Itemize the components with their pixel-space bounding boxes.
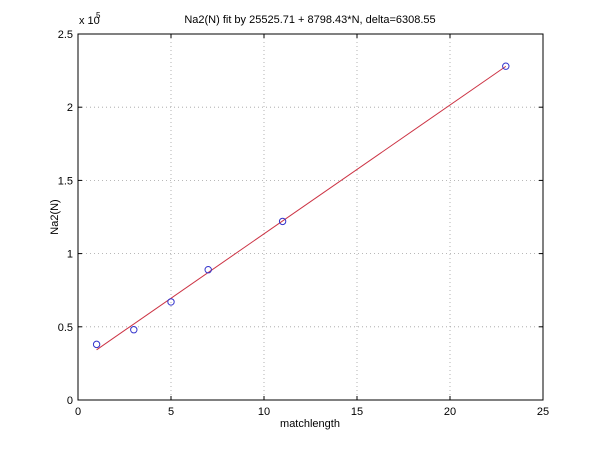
x-axis-label: matchlength (280, 418, 340, 430)
data-point (278, 217, 287, 226)
y-multiplier-exponent: 5 (96, 11, 101, 20)
chart-title: Na2(N) fit by 25525.71 + 8798.43*N, delt… (184, 14, 435, 26)
y-multiplier-base: x 10 (79, 15, 100, 27)
fit-layer (96, 65, 507, 351)
y-tick-label: 0 (67, 395, 73, 407)
axes-box (78, 34, 543, 400)
y-tick-label: 1.5 (58, 175, 73, 187)
y-tick-label: 2 (67, 102, 73, 114)
data-point (167, 298, 175, 306)
y-tick-label: 0.5 (58, 322, 73, 334)
data-point (204, 266, 212, 274)
data-point (92, 340, 101, 349)
x-tick-label: 25 (537, 406, 549, 418)
axes-frame (77, 33, 544, 401)
plot-area: 0 5 10 15 20 25 0 0.5 1 1.5 2 2.5 (58, 29, 549, 418)
y-axis-label: Na2(N) (49, 199, 61, 234)
grid-layer (78, 34, 543, 400)
y-tick-label: 2.5 (58, 29, 73, 41)
x-tick-label: 10 (258, 406, 270, 418)
x-tick-label: 15 (351, 406, 363, 418)
x-tick-label: 0 (75, 406, 81, 418)
points-layer (92, 62, 510, 349)
data-point (130, 326, 138, 334)
fit-line (96, 65, 507, 351)
tick-layer: 0 5 10 15 20 25 0 0.5 1 1.5 2 2.5 (58, 29, 549, 418)
y-tick-label: 1 (67, 249, 73, 261)
x-tick-label: 20 (444, 406, 456, 418)
data-point (502, 62, 510, 70)
y-multiplier: x 10 5 (79, 11, 101, 27)
x-tick-label: 5 (168, 406, 174, 418)
